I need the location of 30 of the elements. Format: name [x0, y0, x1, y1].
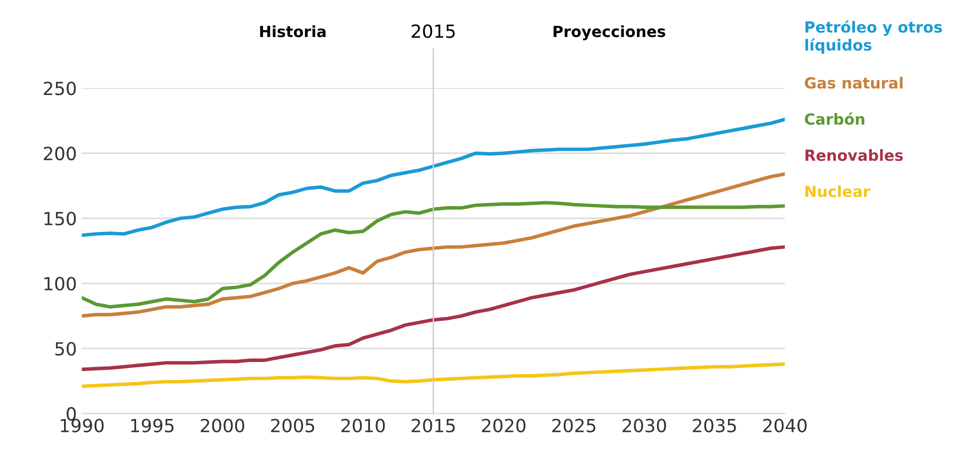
line-series	[82, 200, 785, 309]
text: Carbón	[804, 112, 864, 125]
y-tick-label: 50	[55, 342, 76, 356]
y-tick-label: 150	[44, 212, 76, 226]
x-tick-label: 1990	[60, 418, 104, 432]
text: Gas natural	[804, 76, 903, 89]
x-tick-label: 2010	[341, 418, 385, 432]
x-tick-label: 2020	[482, 418, 526, 432]
x-tick-label: 1995	[131, 418, 174, 432]
ref-line-label: 2015	[412, 24, 455, 38]
x-tick-label: 2030	[622, 418, 666, 432]
text: Nuclear	[806, 185, 870, 198]
x-tick-label: 2000	[200, 418, 244, 432]
x-tick-label: 2035	[692, 418, 736, 432]
x-tick-label: 2015	[412, 418, 455, 432]
text: Renovables	[806, 149, 903, 161]
y-tick-label: 250	[44, 82, 76, 96]
line-series	[82, 118, 785, 237]
x-tick-label: 2025	[552, 418, 596, 432]
x-tick-label: 2005	[271, 418, 314, 432]
text: Proyecciones	[554, 25, 666, 40]
line-series	[82, 245, 785, 372]
y-tick-label: 100	[44, 276, 76, 291]
x-tick-label: 2040	[763, 418, 807, 432]
line-series	[82, 362, 785, 388]
line-series	[82, 172, 785, 318]
text: Petróleo y otros líquidos	[805, 20, 942, 54]
y-tick-label: 0	[66, 407, 76, 421]
y-tick-label: 200	[44, 146, 76, 160]
text: Historia	[260, 25, 326, 38]
